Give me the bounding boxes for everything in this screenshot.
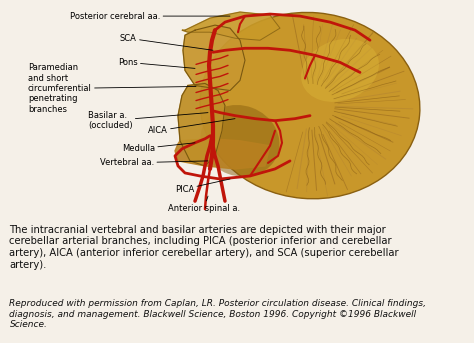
Text: Anterior spinal a.: Anterior spinal a. [168, 196, 240, 213]
Text: SCA: SCA [120, 34, 213, 50]
Ellipse shape [201, 105, 280, 177]
Text: Basilar a.
(occluded): Basilar a. (occluded) [88, 111, 208, 130]
Text: The intracranial vertebral and basilar arteries are depicted with their major
ce: The intracranial vertebral and basilar a… [9, 225, 399, 270]
Text: Vertebral aa.: Vertebral aa. [100, 158, 208, 167]
Text: Posterior cerebral aa.: Posterior cerebral aa. [70, 12, 230, 21]
Polygon shape [182, 12, 280, 40]
Ellipse shape [301, 39, 379, 102]
Polygon shape [178, 83, 225, 166]
Text: Medulla: Medulla [122, 143, 195, 153]
Ellipse shape [200, 12, 420, 199]
Text: Reproduced with permission from Caplan, LR. Posterior circulation disease. Clini: Reproduced with permission from Caplan, … [9, 299, 427, 329]
Text: PICA: PICA [175, 179, 230, 193]
Text: Pons: Pons [118, 58, 195, 68]
Polygon shape [183, 25, 245, 91]
Text: Paramedian
and short
circumferential
penetrating
branches: Paramedian and short circumferential pen… [28, 63, 196, 114]
Polygon shape [175, 139, 270, 169]
Text: AICA: AICA [148, 119, 235, 135]
